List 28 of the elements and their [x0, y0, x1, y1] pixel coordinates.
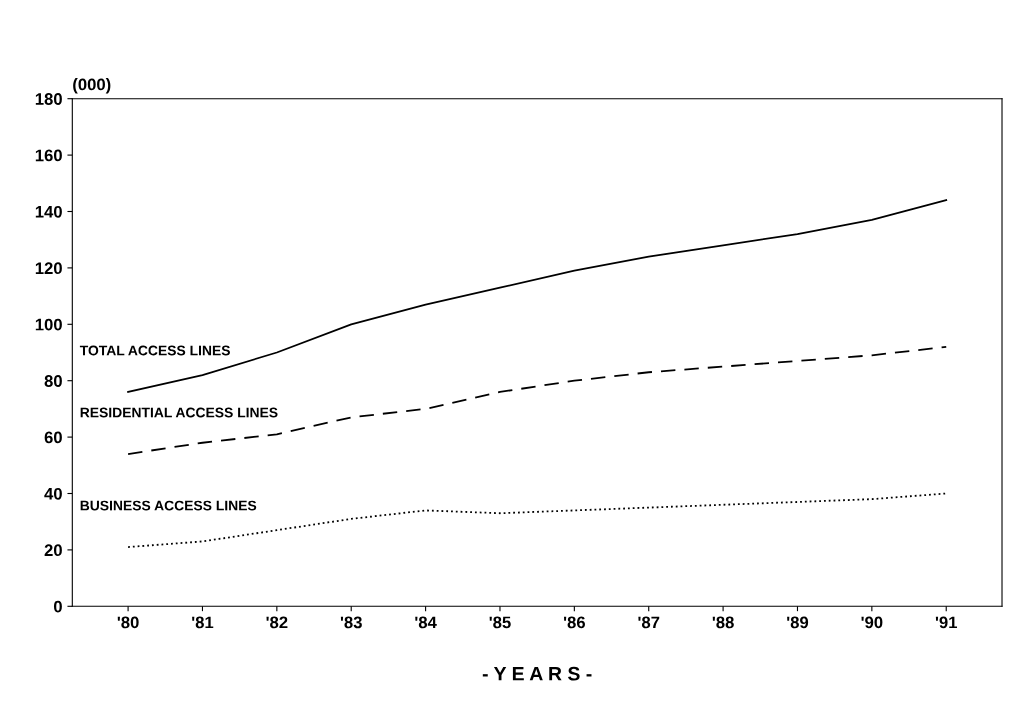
y-tick-label: 160	[35, 149, 62, 162]
x-tick-label: '80	[117, 616, 139, 629]
series-label: RESIDENTIAL ACCESS LINES	[80, 407, 278, 418]
series-label: TOTAL ACCESS LINES	[79, 345, 230, 356]
y-tick-label: 140	[35, 205, 62, 218]
line-series	[127, 199, 948, 393]
x-tick-label: '81	[192, 616, 214, 629]
x-tick-label: '89	[787, 616, 809, 629]
x-tick-label: '86	[563, 616, 585, 629]
y-axis-title: (000)	[73, 78, 111, 94]
x-axis-title: - Y E A R S -	[482, 666, 592, 681]
y-tick-label: 100	[35, 318, 62, 331]
y-tick-label: 80	[44, 375, 62, 387]
y-tick-label: 0	[53, 600, 62, 613]
y-tick-label: 40	[44, 487, 62, 500]
series-label: BUSINESS ACCESS LINES	[80, 500, 257, 511]
x-tick-label: '84	[415, 616, 437, 629]
x-tick-label: '82	[266, 616, 288, 629]
x-tick-label: '91	[935, 616, 958, 629]
x-tick-label: '87	[638, 616, 660, 629]
y-tick-label: 20	[44, 544, 62, 557]
y-tick-label: 60	[44, 431, 62, 444]
y-tick-label: 120	[35, 262, 62, 275]
x-tick-label: '83	[340, 616, 362, 629]
x-tick-label: '88	[712, 616, 734, 629]
x-tick-label: '85	[489, 616, 511, 629]
x-tick-label: '90	[861, 616, 883, 629]
y-tick-label: 180	[35, 93, 62, 105]
